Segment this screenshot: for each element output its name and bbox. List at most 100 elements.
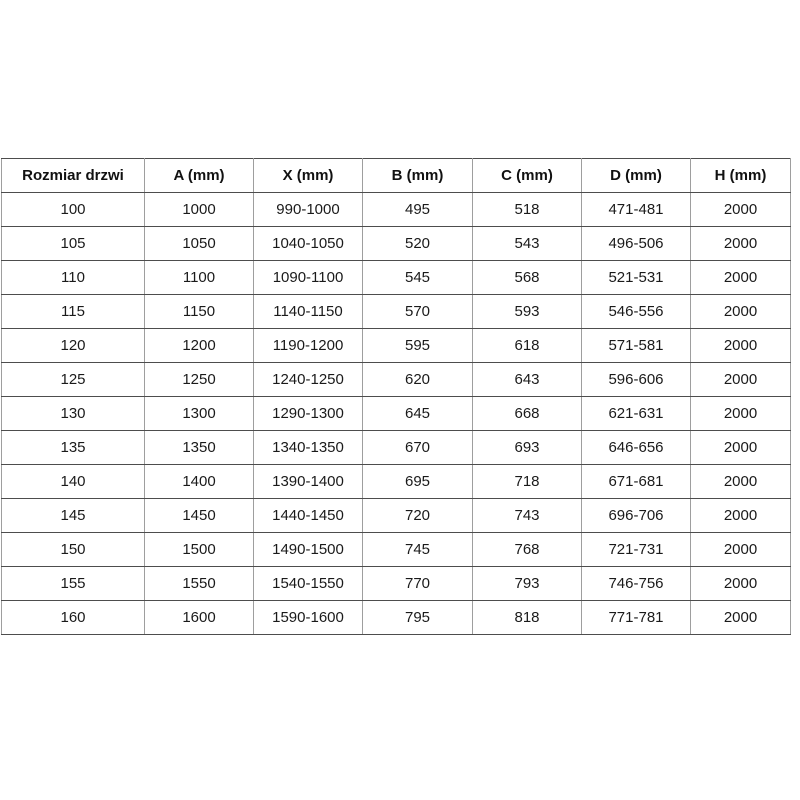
table-body: 100 1000 990-1000 495 518 471-481 2000 105 1050 1…: [1, 192, 791, 635]
table-cell: 1140-1150: [253, 294, 363, 329]
table-cell: 1190-1200: [253, 328, 363, 363]
table-cell: 695: [362, 464, 473, 499]
table-cell: 2000: [690, 328, 791, 363]
table-cell: 745: [362, 532, 473, 567]
table-cell: 1550: [144, 566, 254, 601]
table-cell: 743: [472, 498, 582, 533]
table-cell: 621-631: [581, 396, 691, 431]
table-row: 120 1200 1190-1200 595 618 571-581 2000: [1, 328, 791, 363]
table-cell: 768: [472, 532, 582, 567]
table-row: 135 1350 1340-1350 670 693 646-656 2000: [1, 430, 791, 465]
table-cell: 693: [472, 430, 582, 465]
table-row: 100 1000 990-1000 495 518 471-481 2000: [1, 192, 791, 227]
column-header-5: D (mm): [581, 158, 691, 193]
table-cell: 1300: [144, 396, 254, 431]
table-cell: 471-481: [581, 192, 691, 227]
table-cell: 1450: [144, 498, 254, 533]
column-header-2: X (mm): [253, 158, 363, 193]
table-cell: 620: [362, 362, 473, 397]
table-cell: 2000: [690, 396, 791, 431]
table-cell: 135: [1, 430, 145, 465]
table-cell: 671-681: [581, 464, 691, 499]
table-cell: 1350: [144, 430, 254, 465]
table-cell: 771-781: [581, 600, 691, 635]
table-cell: 545: [362, 260, 473, 295]
table-cell: 793: [472, 566, 582, 601]
table-cell: 1290-1300: [253, 396, 363, 431]
table-row: 140 1400 1390-1400 695 718 671-681 2000: [1, 464, 791, 499]
column-header-6: H (mm): [690, 158, 791, 193]
table-cell: 1200: [144, 328, 254, 363]
table-cell: 2000: [690, 532, 791, 567]
table-cell: 696-706: [581, 498, 691, 533]
table-cell: 125: [1, 362, 145, 397]
table-cell: 570: [362, 294, 473, 329]
table-cell: 520: [362, 226, 473, 261]
table-cell: 1240-1250: [253, 362, 363, 397]
table-cell: 1040-1050: [253, 226, 363, 261]
table-cell: 546-556: [581, 294, 691, 329]
table-cell: 518: [472, 192, 582, 227]
table-row: 110 1100 1090-1100 545 568 521-531 2000: [1, 260, 791, 295]
table-cell: 596-606: [581, 362, 691, 397]
table-cell: 593: [472, 294, 582, 329]
table-cell: 1100: [144, 260, 254, 295]
column-header-3: B (mm): [362, 158, 473, 193]
table-cell: 2000: [690, 566, 791, 601]
table-cell: 618: [472, 328, 582, 363]
table-cell: 746-756: [581, 566, 691, 601]
table-cell: 1090-1100: [253, 260, 363, 295]
table-cell: 1540-1550: [253, 566, 363, 601]
table-cell: 2000: [690, 362, 791, 397]
table-cell: 105: [1, 226, 145, 261]
table-row: 125 1250 1240-1250 620 643 596-606 2000: [1, 362, 791, 397]
table-cell: 120: [1, 328, 145, 363]
column-header-1: A (mm): [144, 158, 254, 193]
table-cell: 1400: [144, 464, 254, 499]
table-cell: 2000: [690, 294, 791, 329]
table-cell: 595: [362, 328, 473, 363]
table-row: 150 1500 1490-1500 745 768 721-731 2000: [1, 532, 791, 567]
table-row: 130 1300 1290-1300 645 668 621-631 2000: [1, 396, 791, 431]
table-cell: 150: [1, 532, 145, 567]
table-cell: 1490-1500: [253, 532, 363, 567]
table-cell: 646-656: [581, 430, 691, 465]
table-cell: 160: [1, 600, 145, 635]
table-cell: 2000: [690, 600, 791, 635]
table-cell: 115: [1, 294, 145, 329]
table-row: 160 1600 1590-1600 795 818 771-781 2000: [1, 600, 791, 635]
table-cell: 1390-1400: [253, 464, 363, 499]
table-cell: 521-531: [581, 260, 691, 295]
header-row: Rozmiar drzwi A (mm) X (mm) B (mm) C (mm) D (…: [1, 158, 791, 193]
table-cell: 645: [362, 396, 473, 431]
table-cell: 1600: [144, 600, 254, 635]
column-header-0: Rozmiar drzwi: [1, 158, 145, 193]
table-cell: 1000: [144, 192, 254, 227]
table-cell: 100: [1, 192, 145, 227]
table-cell: 543: [472, 226, 582, 261]
table-cell: 130: [1, 396, 145, 431]
table-cell: 2000: [690, 430, 791, 465]
table-cell: 1150: [144, 294, 254, 329]
table-cell: 1050: [144, 226, 254, 261]
table-cell: 568: [472, 260, 582, 295]
table-cell: 670: [362, 430, 473, 465]
table-cell: 145: [1, 498, 145, 533]
column-header-4: C (mm): [472, 158, 582, 193]
table-cell: 1440-1450: [253, 498, 363, 533]
table-cell: 770: [362, 566, 473, 601]
table-cell: 2000: [690, 464, 791, 499]
table-cell: 721-731: [581, 532, 691, 567]
table-cell: 2000: [690, 260, 791, 295]
table-cell: 795: [362, 600, 473, 635]
table-cell: 2000: [690, 226, 791, 261]
table-cell: 2000: [690, 498, 791, 533]
door-size-table: Rozmiar drzwi A (mm) X (mm) B (mm) C (mm) D (…: [1, 158, 791, 635]
table-cell: 110: [1, 260, 145, 295]
table-cell: 818: [472, 600, 582, 635]
table-cell: 140: [1, 464, 145, 499]
table-cell: 1500: [144, 532, 254, 567]
table-cell: 571-581: [581, 328, 691, 363]
table-cell: 2000: [690, 192, 791, 227]
